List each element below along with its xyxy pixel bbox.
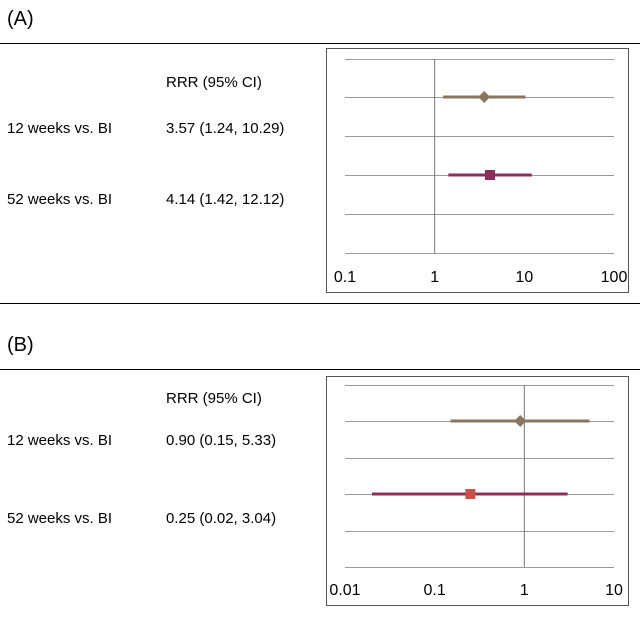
panel-b-x-tick-label: 0.01: [329, 582, 360, 599]
panel-a-point-1: [478, 91, 491, 103]
panel-b-top-rule: [0, 369, 640, 370]
panel-b-x-tick-label: 0.1: [424, 582, 446, 599]
panel-a-x-tick-label: 10: [515, 269, 533, 286]
panel-a-x-tick-label: 100: [601, 269, 628, 286]
panel-b-row-2-ci: 0.25 (0.02, 3.04): [166, 510, 277, 527]
panel-b-point-2: [465, 489, 476, 499]
panel-b-row-2-label: 52 weeks vs. BI: [7, 510, 113, 527]
panel-a-label: (A): [7, 8, 34, 30]
panel-a-x-tick-label: 0.1: [334, 269, 356, 286]
panel-a-bottom-rule: [0, 303, 640, 304]
panel-a-row-1-ci: 3.57 (1.24, 10.29): [166, 120, 285, 137]
panel-a-x-tick-label: 1: [430, 269, 439, 286]
panel-a-row-2-label: 52 weeks vs. BI: [7, 191, 113, 208]
panel-b-row-1-ci: 0.90 (0.15, 5.33): [166, 432, 277, 449]
panel-b-plot-frame: [326, 376, 629, 606]
panel-a-point-2: [484, 170, 495, 180]
panel-b-label: (B): [7, 334, 34, 356]
panel-a-header: RRR (95% CI): [166, 74, 262, 91]
panel-a-row-2-ci: 4.14 (1.42, 12.12): [166, 191, 285, 208]
panel-b-point-1: [514, 415, 527, 427]
panel-b-row-1-label: 12 weeks vs. BI: [7, 432, 113, 449]
panel-a-top-rule: [0, 43, 640, 44]
panel-b-header: RRR (95% CI): [166, 390, 262, 407]
panel-a-plot-frame: [326, 48, 629, 293]
panel-b-x-tick-label: 1: [520, 582, 529, 599]
panel-b-x-tick-label: 10: [605, 582, 623, 599]
panel-a-row-1-label: 12 weeks vs. BI: [7, 120, 113, 137]
